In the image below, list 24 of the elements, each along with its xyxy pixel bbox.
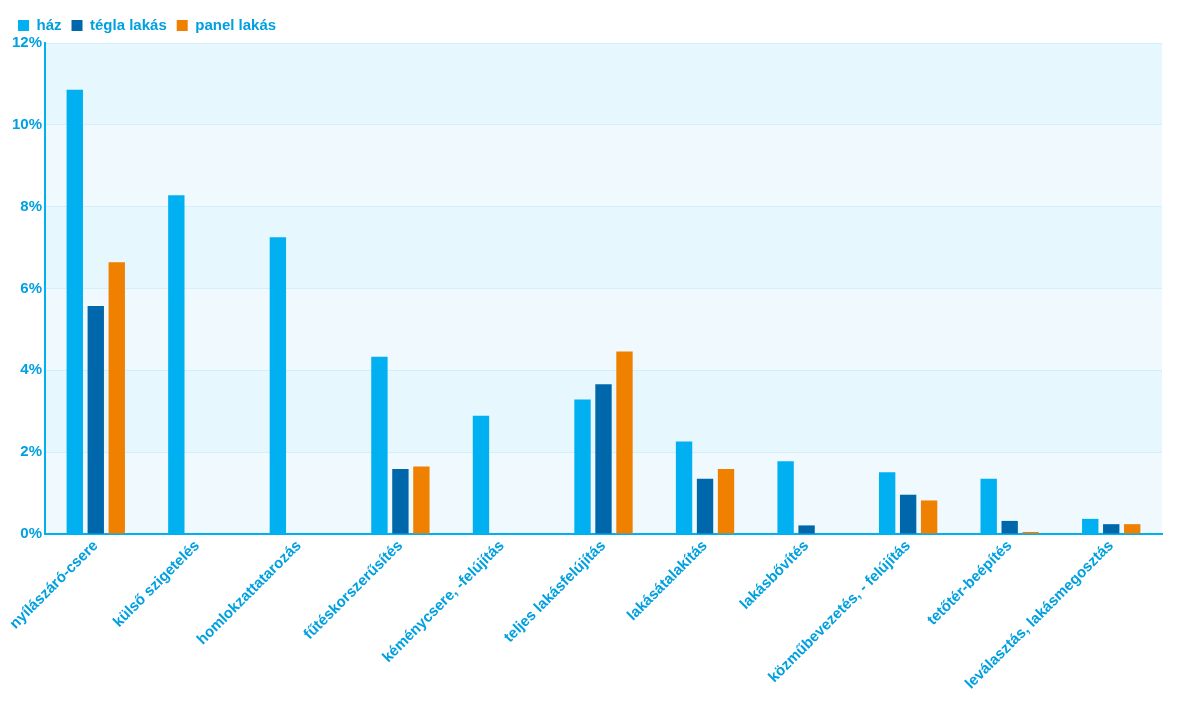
bar (87, 306, 104, 534)
bar (696, 478, 714, 534)
bar (920, 500, 938, 534)
y-tick-label: 10% (11, 114, 42, 132)
y-tick-label: 4% (20, 360, 42, 378)
y-tick-label: 8% (20, 196, 42, 214)
bar (413, 466, 430, 534)
bar (1103, 524, 1120, 534)
y-tick-label: 2% (20, 442, 42, 460)
bar (595, 384, 612, 534)
legend-label: tégla lakás (90, 15, 167, 33)
legend-label: ház (36, 15, 62, 33)
y-tick-label: 6% (20, 278, 42, 296)
bar (899, 494, 917, 534)
bar (108, 262, 125, 534)
bar (1001, 520, 1018, 534)
bar (798, 525, 815, 534)
bar (616, 351, 633, 534)
bar (717, 468, 735, 534)
y-tick-label: 0% (20, 524, 42, 542)
bar (1124, 524, 1141, 534)
legend-label: panel lakás (195, 15, 277, 33)
bar (392, 468, 409, 534)
y-tick-label: 12% (11, 33, 42, 51)
